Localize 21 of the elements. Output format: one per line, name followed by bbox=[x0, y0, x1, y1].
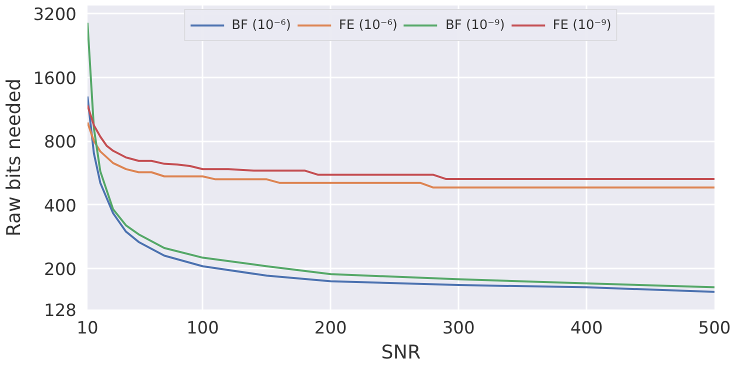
y-tick-label: 200 bbox=[44, 260, 77, 280]
y-axis-title: Raw bits needed bbox=[3, 78, 26, 236]
legend-label: FE (10⁻⁶) bbox=[338, 18, 398, 32]
y-tick-label: 3200 bbox=[33, 5, 76, 26]
x-tick-label: 300 bbox=[442, 318, 475, 338]
y-tick-label: 800 bbox=[44, 132, 77, 153]
x-tick-label: 400 bbox=[570, 318, 603, 338]
x-tick-label: 200 bbox=[314, 318, 347, 338]
y-tick-label: 400 bbox=[44, 196, 77, 216]
legend-label: BF (10⁻⁹) bbox=[446, 18, 505, 32]
line-series bbox=[88, 96, 714, 293]
x-tick-label: 10 bbox=[76, 318, 98, 338]
y-tick-label: 128 bbox=[44, 301, 77, 321]
x-tick-label: 500 bbox=[698, 318, 731, 338]
legend-label: BF (10⁻⁶) bbox=[232, 18, 291, 32]
line-series bbox=[88, 121, 714, 188]
legend-label: FE (10⁻⁹) bbox=[552, 18, 612, 32]
x-axis-title: SNR bbox=[381, 342, 421, 364]
line-series bbox=[88, 104, 714, 180]
x-tick-label: 100 bbox=[186, 318, 219, 338]
y-tick-label: 1600 bbox=[33, 68, 76, 89]
